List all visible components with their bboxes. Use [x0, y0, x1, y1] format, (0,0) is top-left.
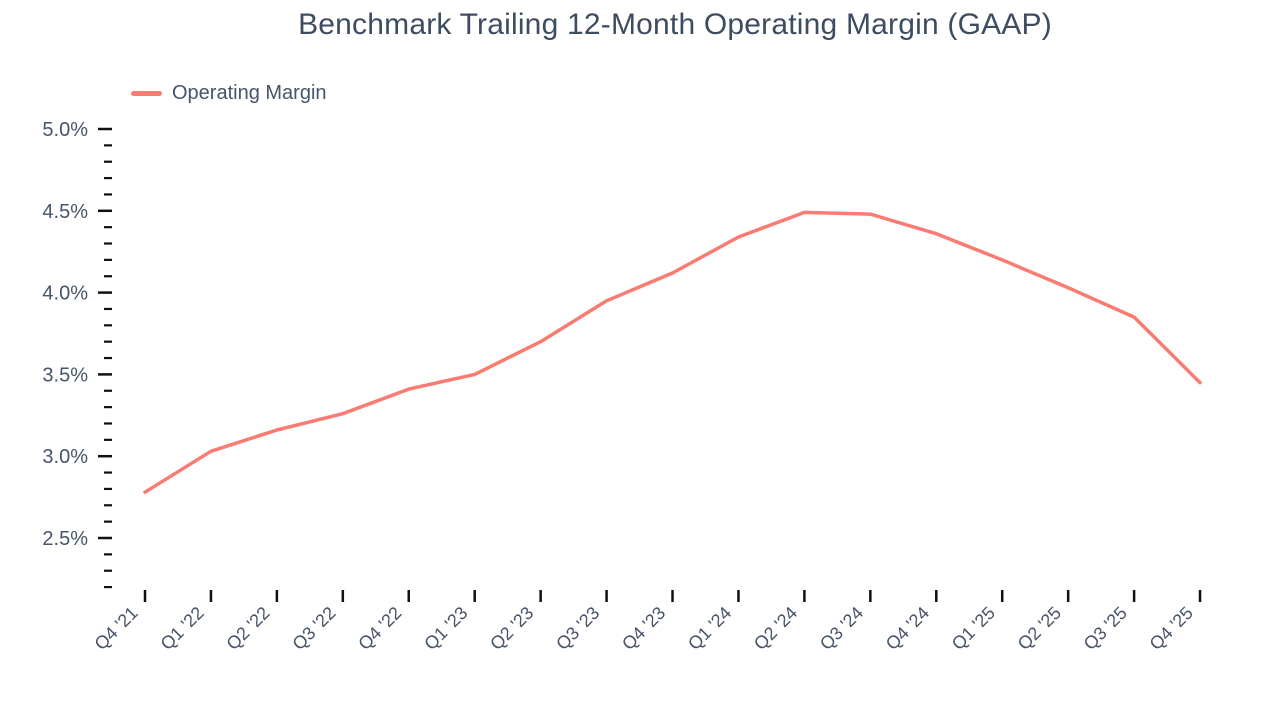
- x-axis-tick-label: Q3 '24: [816, 603, 867, 654]
- y-axis-tick-label: 3.0%: [42, 446, 88, 468]
- x-axis-tick-label: Q4 '25: [1146, 603, 1197, 654]
- legend-label-operating-margin: Operating Margin: [172, 82, 327, 104]
- x-axis-tick-label: Q4 '21: [91, 603, 142, 654]
- x-axis-tick-label: Q1 '25: [948, 603, 999, 654]
- y-axis-tick-label: 5.0%: [42, 119, 88, 141]
- series-line-operating-margin: [143, 210, 1202, 494]
- y-axis-tick-label: 2.5%: [42, 528, 88, 550]
- x-axis-tick-label: Q1 '23: [420, 603, 471, 654]
- x-axis-tick-label: Q2 '22: [222, 603, 273, 654]
- x-axis-tick-label: Q3 '22: [288, 603, 339, 654]
- x-axis-tick-label: Q2 '24: [750, 603, 801, 654]
- x-axis-tick-label: Q4 '24: [882, 603, 933, 654]
- chart-title: Benchmark Trailing 12-Month Operating Ma…: [298, 8, 1052, 41]
- y-axis-tick-label: 4.5%: [42, 201, 88, 223]
- legend-swatch-operating-margin: [131, 91, 162, 96]
- y-axis-tick-label: 3.5%: [42, 364, 88, 386]
- legend: Operating Margin: [131, 82, 327, 105]
- x-axis-tick-label: Q1 '24: [684, 603, 735, 654]
- x-axis-tick-label: Q1 '22: [157, 603, 208, 654]
- x-axis-tick-label: Q2 '25: [1014, 603, 1065, 654]
- y-axis-tick-label: 4.0%: [42, 283, 88, 305]
- x-axis-tick-label: Q4 '22: [354, 603, 405, 654]
- x-axis-tick-label: Q3 '23: [552, 603, 603, 654]
- x-axis-tick-label: Q4 '23: [618, 603, 669, 654]
- x-axis-tick-label: Q2 '23: [486, 603, 537, 654]
- x-axis-tick-label: Q3 '25: [1080, 603, 1131, 654]
